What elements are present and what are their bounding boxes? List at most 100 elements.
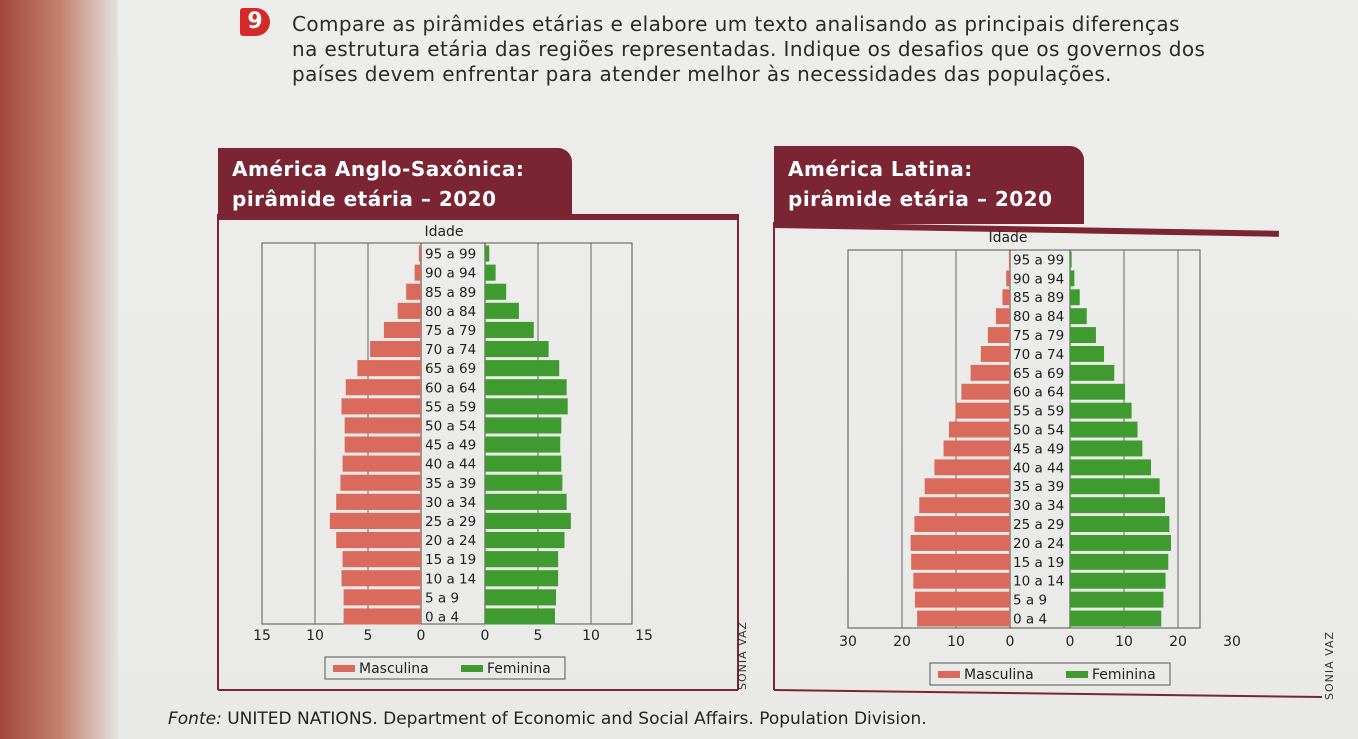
age-group-label: 20 a 24 <box>425 533 476 549</box>
bar-male <box>418 245 421 262</box>
bar-female <box>1070 459 1151 476</box>
bar-male <box>943 440 1010 457</box>
bar-female <box>485 264 496 281</box>
bar-male <box>961 383 1010 400</box>
age-group-label: 80 a 84 <box>1013 309 1064 325</box>
age-group-label: 50 a 54 <box>1013 423 1064 439</box>
age-group-label: 35 a 39 <box>425 476 476 492</box>
age-group-label: 95 a 99 <box>425 247 476 263</box>
bar-male <box>342 551 421 568</box>
bar-male <box>344 436 421 453</box>
age-group-label: 85 a 89 <box>1013 290 1064 306</box>
bar-male <box>934 459 1010 476</box>
y-axis-label: Idade <box>424 224 463 240</box>
age-group-label: 40 a 44 <box>425 457 476 473</box>
bar-male <box>340 474 421 491</box>
bar-male <box>342 455 421 472</box>
bar-female <box>485 474 563 491</box>
chart1-header: América Anglo-Saxônica: pirâmide etária … <box>218 148 572 220</box>
legend-label-female: Feminina <box>487 661 551 677</box>
age-group-label: 95 a 99 <box>1013 252 1064 268</box>
age-group-label: 45 a 49 <box>1013 441 1064 457</box>
legend-swatch-male <box>938 671 960 678</box>
bar-male <box>995 308 1010 325</box>
x-tick-label: 30 <box>839 634 857 650</box>
bar-male <box>955 402 1010 419</box>
age-group-label: 70 a 74 <box>425 342 476 358</box>
age-group-label: 15 a 19 <box>425 552 476 568</box>
credit-2: SONIA VAZ <box>1323 630 1336 700</box>
bar-female <box>485 589 557 606</box>
credit-1: SONIA VAZ <box>736 620 749 690</box>
bar-female <box>485 570 559 587</box>
bar-male <box>1008 251 1010 268</box>
bar-male <box>980 346 1010 362</box>
bar-male <box>343 608 421 625</box>
bar-female <box>1070 497 1166 514</box>
chart2-frame <box>847 249 1201 629</box>
bar-female <box>1070 440 1143 457</box>
bar-female <box>1070 421 1138 438</box>
bar-female <box>1070 251 1072 268</box>
bar-female <box>485 608 555 625</box>
chart1-header-strip <box>218 214 738 220</box>
bar-male <box>914 516 1010 532</box>
bar-female <box>1070 516 1170 532</box>
bar-female <box>1070 610 1162 627</box>
bar-female <box>1070 478 1160 495</box>
legend-label-female: Feminina <box>1092 667 1156 683</box>
x-tick-label: 5 <box>364 628 373 644</box>
bar-male <box>1006 270 1010 287</box>
age-group-label: 30 a 34 <box>1013 498 1064 514</box>
x-tick-label: 10 <box>582 628 600 644</box>
legend-swatch-female <box>1066 671 1088 678</box>
bar-female <box>1070 535 1171 551</box>
bar-female <box>485 436 561 453</box>
bar-female <box>1070 289 1080 306</box>
bar-female <box>485 551 559 568</box>
age-group-label: 75 a 79 <box>425 323 476 339</box>
x-tick-label: 0 <box>1066 634 1075 650</box>
chart1-frame <box>261 242 633 625</box>
age-group-label: 0 a 4 <box>1013 612 1047 628</box>
age-group-label: 60 a 64 <box>1013 385 1064 401</box>
legend-label-male: Masculina <box>359 661 429 677</box>
age-group-label: 45 a 49 <box>425 438 476 454</box>
bar-female <box>485 283 507 300</box>
bar-male <box>919 497 1010 514</box>
bar-female <box>1070 402 1132 419</box>
legend-swatch-female <box>461 665 483 672</box>
panel2-border <box>773 689 1323 698</box>
bar-female <box>485 532 565 549</box>
bar-male <box>970 364 1010 381</box>
age-group-label: 30 a 34 <box>425 495 476 511</box>
legend-label-male: Masculina <box>964 667 1034 683</box>
y-axis-label: Idade <box>988 230 1027 246</box>
bar-male <box>911 553 1010 570</box>
x-tick-label: 20 <box>893 634 911 650</box>
age-group-label: 80 a 84 <box>425 304 476 320</box>
legend-box <box>929 662 1171 686</box>
x-tick-label: 15 <box>253 628 271 644</box>
bar-male <box>914 591 1010 608</box>
bar-male <box>344 417 421 434</box>
source-note: Fonte: UNITED NATIONS. Department of Eco… <box>168 709 927 729</box>
bar-female <box>1070 572 1166 589</box>
bar-female <box>485 455 562 472</box>
bar-male <box>370 341 421 358</box>
age-group-label: 55 a 59 <box>425 399 476 415</box>
bar-female <box>1070 308 1087 325</box>
bar-male <box>341 570 421 587</box>
bar-male <box>406 283 421 300</box>
question-line: na estrutura etária das regiões represen… <box>292 37 1206 61</box>
source-text: UNITED NATIONS. Department of Economic a… <box>221 709 927 729</box>
bar-male <box>329 512 421 529</box>
age-group-label: 90 a 94 <box>425 266 476 282</box>
source-label: Fonte: <box>168 709 222 729</box>
age-group-label: 25 a 29 <box>425 514 476 530</box>
bar-female <box>1070 553 1169 570</box>
age-group-label: 65 a 69 <box>1013 366 1064 382</box>
x-tick-label: 0 <box>417 628 426 644</box>
bar-female <box>1070 327 1096 343</box>
